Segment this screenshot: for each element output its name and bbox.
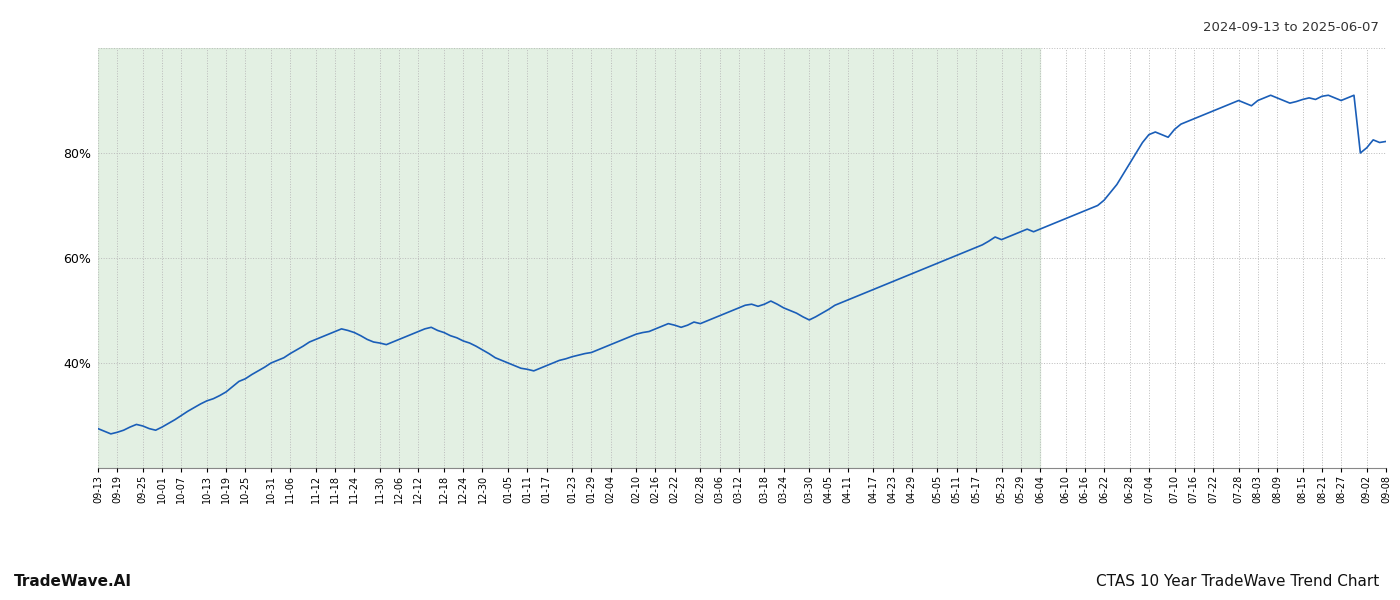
Bar [98, 48, 1040, 468]
Text: CTAS 10 Year TradeWave Trend Chart: CTAS 10 Year TradeWave Trend Chart [1096, 574, 1379, 589]
Text: TradeWave.AI: TradeWave.AI [14, 574, 132, 589]
Text: 2024-09-13 to 2025-06-07: 2024-09-13 to 2025-06-07 [1203, 21, 1379, 34]
